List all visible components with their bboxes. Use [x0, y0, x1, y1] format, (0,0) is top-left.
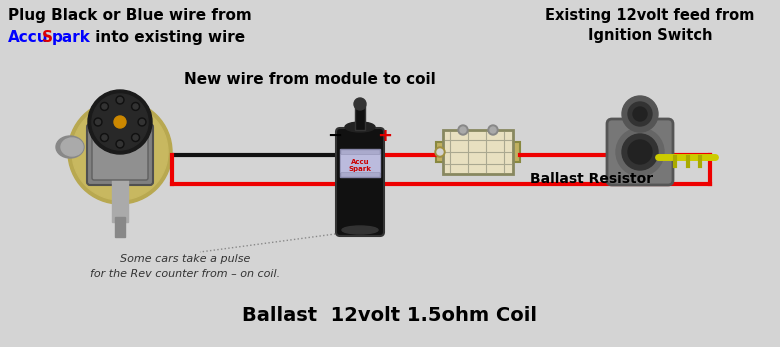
Circle shape — [133, 104, 138, 109]
Circle shape — [633, 107, 647, 121]
Ellipse shape — [345, 122, 375, 132]
Circle shape — [140, 119, 144, 125]
Text: New wire from module to coil: New wire from module to coil — [184, 72, 436, 87]
Circle shape — [132, 102, 140, 110]
Text: Ballast Resistor: Ballast Resistor — [530, 172, 653, 186]
FancyBboxPatch shape — [87, 124, 153, 185]
Circle shape — [116, 96, 124, 104]
Bar — [436, 142, 520, 162]
Circle shape — [68, 100, 172, 204]
Circle shape — [490, 127, 496, 133]
Circle shape — [118, 98, 122, 102]
Circle shape — [102, 104, 107, 109]
Circle shape — [628, 102, 652, 126]
Bar — [355, 105, 365, 130]
Ellipse shape — [61, 138, 83, 156]
Text: −: − — [328, 127, 342, 145]
Circle shape — [138, 118, 146, 126]
Circle shape — [72, 104, 168, 200]
Circle shape — [460, 127, 466, 133]
Text: +: + — [378, 127, 392, 145]
Circle shape — [95, 119, 101, 125]
Text: into existing wire: into existing wire — [90, 30, 245, 45]
FancyBboxPatch shape — [607, 119, 673, 185]
Circle shape — [437, 149, 443, 155]
Text: Ignition Switch: Ignition Switch — [588, 28, 712, 43]
Circle shape — [101, 102, 108, 110]
Circle shape — [458, 125, 468, 135]
Text: park: park — [52, 30, 91, 45]
Circle shape — [354, 98, 366, 110]
Text: Plug Black or Blue wire from: Plug Black or Blue wire from — [8, 8, 252, 23]
Circle shape — [622, 96, 658, 132]
Circle shape — [132, 134, 140, 142]
Circle shape — [114, 116, 126, 128]
Circle shape — [488, 125, 498, 135]
Text: Ballast  12volt 1.5ohm Coil: Ballast 12volt 1.5ohm Coil — [243, 306, 537, 325]
Ellipse shape — [342, 226, 378, 234]
Ellipse shape — [56, 136, 84, 158]
Circle shape — [92, 94, 148, 150]
FancyBboxPatch shape — [443, 130, 513, 174]
Bar — [112, 177, 128, 222]
Text: Accu: Accu — [8, 30, 48, 45]
Bar — [340, 154, 380, 172]
Circle shape — [622, 134, 658, 170]
Text: for the Rev counter from – on coil.: for the Rev counter from – on coil. — [90, 269, 280, 279]
Text: Accu
Spark: Accu Spark — [349, 159, 371, 171]
Bar — [115, 217, 125, 237]
Circle shape — [435, 147, 445, 157]
Circle shape — [133, 135, 138, 140]
Circle shape — [616, 128, 664, 176]
Circle shape — [102, 135, 107, 140]
Circle shape — [88, 90, 152, 154]
Text: Existing 12volt feed from: Existing 12volt feed from — [545, 8, 755, 23]
Bar — [340, 149, 380, 177]
Text: S: S — [42, 30, 53, 45]
Circle shape — [94, 118, 102, 126]
Circle shape — [628, 140, 652, 164]
Circle shape — [101, 134, 108, 142]
Circle shape — [116, 140, 124, 148]
Text: Some cars take a pulse: Some cars take a pulse — [120, 254, 250, 264]
FancyBboxPatch shape — [92, 130, 148, 180]
Circle shape — [118, 142, 122, 146]
FancyBboxPatch shape — [336, 128, 384, 236]
